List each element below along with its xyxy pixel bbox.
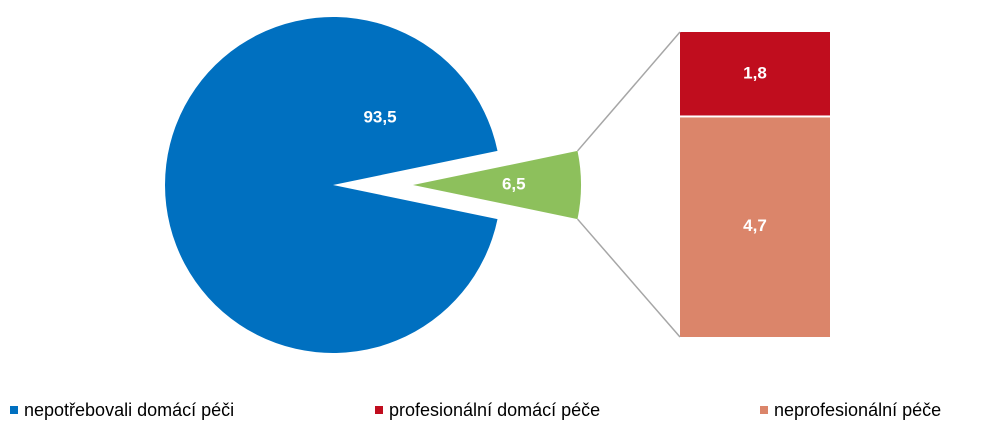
- legend-swatch: [10, 406, 18, 414]
- pie-slice: [413, 150, 581, 220]
- pie-slice: [164, 17, 498, 354]
- connector: [576, 218, 681, 338]
- legend-label: nepotřebovali domácí péči: [24, 400, 234, 420]
- legend-label: neprofesionální péče: [774, 400, 941, 420]
- data-label: 1,8: [743, 64, 767, 83]
- data-label: 93,5: [363, 107, 396, 126]
- bar-segment: [680, 32, 830, 116]
- data-label: 6,5: [502, 174, 526, 193]
- legend-swatch: [760, 406, 768, 414]
- legend-swatch: [375, 406, 383, 414]
- data-label: 4,7: [743, 216, 767, 235]
- bar-segment: [680, 117, 830, 337]
- legend-label: profesionální domácí péče: [389, 400, 600, 420]
- connector: [576, 31, 681, 152]
